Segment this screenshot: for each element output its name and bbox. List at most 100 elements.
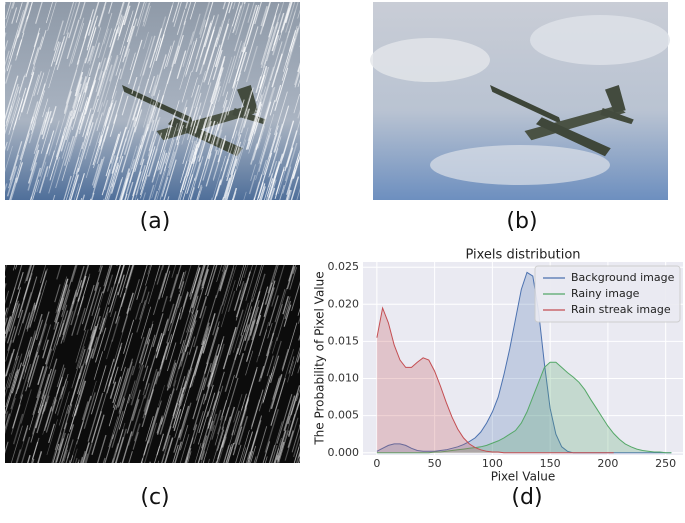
rain-streak [130, 464, 140, 498]
rain-streak [310, 98, 325, 148]
rain-streak [304, 283, 309, 299]
rain-streak [0, 10, 4, 26]
rain-streak [318, 201, 325, 223]
rain-streak [302, 192, 307, 209]
rain-streak [301, 360, 307, 380]
rain-streak [29, 462, 39, 494]
x-tick-label: 100 [482, 457, 503, 470]
x-tick-label: 150 [540, 457, 561, 470]
rain-streak [104, 200, 114, 235]
rain-streak [299, 181, 312, 223]
rain-streak [313, 56, 319, 77]
y-tick-label: 0.020 [328, 297, 360, 310]
rain-streak [43, 195, 54, 233]
cloud [430, 145, 610, 185]
rain-streak [306, 195, 315, 224]
rain-streak [301, 270, 312, 305]
rain-streak [0, 380, 1, 399]
rain-streak [299, 167, 311, 206]
rain-streak [72, 462, 79, 485]
rain-streak [305, 62, 311, 83]
rain-streak [298, 274, 313, 324]
rain-streak [301, 139, 312, 175]
rain-streak [309, 450, 320, 486]
rain-streak [310, 441, 319, 471]
rain-streak [21, 459, 33, 500]
rain-streak [249, 198, 254, 216]
rain-streak [301, 27, 311, 62]
rain-streak [304, 187, 319, 235]
rain-streak [180, 464, 189, 493]
rain-streak [305, 16, 315, 49]
rain-streak [56, 199, 70, 246]
rain-streak [0, 85, 1, 116]
rain-streak [281, 0, 286, 2]
rain-streak [301, 421, 313, 462]
rain-streak [0, 110, 3, 134]
rain-streak [0, 2, 5, 29]
rain-streak [292, 0, 298, 2]
y-tick-label: 0.000 [328, 446, 360, 459]
rain-streak [79, 201, 84, 217]
panel-label: (a) [140, 209, 171, 234]
rain-streak [301, 177, 314, 221]
rain-streak [200, 459, 209, 491]
rain-streak [305, 329, 310, 346]
rain-streak [303, 366, 312, 396]
rain-streak [301, 158, 312, 196]
legend-label: Rainy image [571, 287, 640, 300]
cloud [370, 38, 490, 82]
rain-streak [5, 200, 18, 242]
rain-streak [310, 2, 315, 18]
rain-streak [312, 87, 319, 112]
panel-label: (b) [506, 209, 537, 234]
rain-streak [303, 42, 308, 59]
rain-streak [313, 160, 319, 181]
chart: Pixels distribution Pixel Value The Prob… [313, 248, 684, 484]
rain-streak [0, 317, 2, 342]
rain-streak [0, 317, 2, 340]
rain-streak [0, 338, 3, 361]
rain-streak [308, 197, 314, 216]
rain-streak [275, 465, 288, 508]
rain-streak [61, 465, 76, 513]
rain-streak [0, 0, 3, 27]
rain-streak [114, 194, 127, 238]
rain-streak [313, 31, 324, 67]
rain-streak [93, 199, 104, 235]
rain-streak [308, 84, 316, 109]
rain-streak [0, 33, 6, 76]
x-axis-label: Pixel Value [491, 470, 556, 484]
x-tick-label: 0 [373, 457, 380, 470]
rain-streak [0, 112, 3, 153]
rain-streak [0, 276, 5, 317]
rain-streak [306, 137, 318, 176]
rain-streak [306, 283, 311, 298]
y-tick-label: 0.015 [328, 334, 360, 347]
rain-streak [289, 200, 300, 237]
rain-streak [0, 134, 3, 163]
rain-streak [311, 78, 321, 110]
y-tick-label: 0.010 [328, 372, 360, 385]
rain-streak [66, 464, 74, 492]
rain-streak [129, 199, 138, 228]
chart-title: Pixels distribution [465, 248, 580, 263]
rain-streak [305, 441, 318, 485]
y-tick-label: 0.025 [328, 260, 360, 273]
rain-streak [25, 201, 37, 241]
rain-streak [204, 462, 216, 503]
rain-streak [205, 198, 212, 220]
rain-streak [226, 199, 232, 221]
rain-streak [300, 407, 306, 427]
rain-streak [299, 409, 313, 457]
x-tick-label: 200 [597, 457, 618, 470]
rain-streak [75, 198, 82, 220]
rain-streak [120, 0, 125, 1]
rain-streak [76, 199, 91, 249]
rain-streak [301, 356, 308, 380]
panel-label: (d) [511, 485, 542, 510]
rain-streak [0, 402, 1, 421]
rain-streak [212, 198, 225, 243]
rain-streak [301, 251, 312, 287]
rain-streak [117, 246, 123, 266]
